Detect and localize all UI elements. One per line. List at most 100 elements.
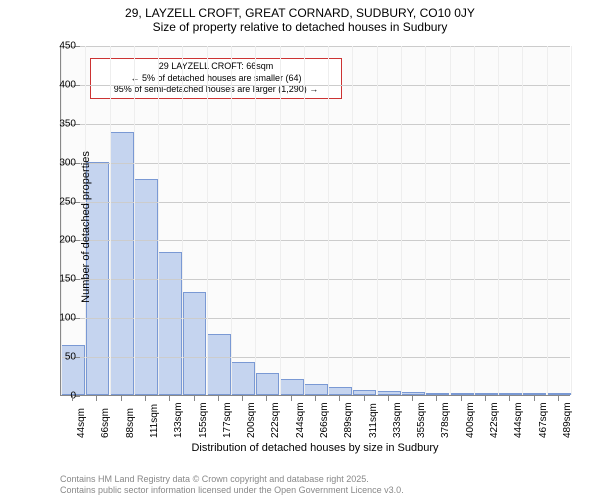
x-tick-label: 111sqm xyxy=(149,404,160,438)
grid-line-v xyxy=(522,46,523,395)
grid-line xyxy=(61,85,570,86)
grid-line xyxy=(61,46,570,47)
grid-line-v xyxy=(498,46,499,395)
x-tick-mark xyxy=(96,396,97,401)
x-tick-mark xyxy=(194,396,195,401)
grid-line xyxy=(61,357,570,358)
y-tick-label: 400 xyxy=(59,79,76,90)
x-tick-label: 133sqm xyxy=(173,402,184,438)
grid-line-v xyxy=(352,46,353,395)
x-tick-label: 44sqm xyxy=(76,408,87,438)
y-tick-label: 450 xyxy=(59,41,76,52)
grid-line-v xyxy=(182,46,183,395)
y-tick-label: 300 xyxy=(59,157,76,168)
grid-line-v xyxy=(328,46,329,395)
x-tick-mark xyxy=(242,396,243,401)
x-tick-mark xyxy=(169,396,170,401)
bar xyxy=(498,393,522,395)
x-tick-mark xyxy=(461,396,462,401)
bar xyxy=(353,390,377,395)
x-tick-label: 155sqm xyxy=(198,402,209,438)
x-tick-mark xyxy=(388,396,389,401)
y-tick-label: 200 xyxy=(59,235,76,246)
x-tick-mark xyxy=(364,396,365,401)
bar xyxy=(523,393,547,395)
grid-line xyxy=(61,163,570,164)
grid-line xyxy=(61,202,570,203)
footer: Contains HM Land Registry data © Crown c… xyxy=(60,474,404,496)
grid-line-v xyxy=(571,46,572,395)
y-tick-label: 150 xyxy=(59,274,76,285)
grid-line-v xyxy=(158,46,159,395)
x-tick-label: 177sqm xyxy=(222,402,233,438)
grid-line-v xyxy=(547,46,548,395)
plot-area: 29 LAYZELL CROFT: 66sqm ← 5% of detached… xyxy=(60,46,570,396)
bar xyxy=(134,179,158,395)
x-tick-mark xyxy=(339,396,340,401)
x-tick-label: 66sqm xyxy=(100,408,111,438)
annotation-line-3: 95% of semi-detached houses are larger (… xyxy=(97,84,335,96)
x-tick-mark xyxy=(266,396,267,401)
x-tick-mark xyxy=(218,396,219,401)
grid-line-v xyxy=(207,46,208,395)
x-tick-label: 200sqm xyxy=(246,402,257,438)
footer-line-1: Contains HM Land Registry data © Crown c… xyxy=(60,474,404,485)
x-tick-mark xyxy=(72,396,73,401)
grid-line xyxy=(61,240,570,241)
x-tick-label: 222sqm xyxy=(270,402,281,438)
x-tick-mark xyxy=(412,396,413,401)
x-tick-mark xyxy=(315,396,316,401)
x-tick-mark xyxy=(436,396,437,401)
bar xyxy=(280,379,304,395)
x-tick-label: 88sqm xyxy=(125,408,136,438)
x-tick-label: 289sqm xyxy=(343,402,354,438)
x-tick-label: 444sqm xyxy=(513,402,524,438)
grid-line-v xyxy=(280,46,281,395)
x-tick-label: 489sqm xyxy=(562,402,573,438)
y-tick-label: 50 xyxy=(65,352,76,363)
x-tick-mark xyxy=(558,396,559,401)
bar xyxy=(474,393,498,395)
bar xyxy=(328,387,352,395)
x-tick-label: 355sqm xyxy=(416,402,427,438)
y-axis-label: Number of detached properties xyxy=(80,151,92,303)
bar xyxy=(304,384,328,395)
grid-line-v xyxy=(61,46,62,395)
x-tick-label: 333sqm xyxy=(392,402,403,438)
bar xyxy=(256,373,280,395)
x-tick-label: 467sqm xyxy=(538,402,549,438)
x-tick-mark xyxy=(485,396,486,401)
grid-line xyxy=(61,124,570,125)
grid-line-v xyxy=(474,46,475,395)
y-tick-label: 350 xyxy=(59,118,76,129)
x-tick-label: 266sqm xyxy=(319,402,330,438)
x-tick-label: 400sqm xyxy=(465,402,476,438)
bar xyxy=(207,334,231,395)
bar xyxy=(426,393,450,395)
grid-line xyxy=(61,279,570,280)
title-line-1: 29, LAYZELL CROFT, GREAT CORNARD, SUDBUR… xyxy=(0,6,600,20)
x-tick-mark xyxy=(509,396,510,401)
bar xyxy=(450,393,474,395)
grid-line xyxy=(61,318,570,319)
x-tick-mark xyxy=(534,396,535,401)
x-axis-label: Distribution of detached houses by size … xyxy=(60,442,570,454)
grid-line-v xyxy=(255,46,256,395)
bar xyxy=(158,252,182,395)
annotation-line-1: 29 LAYZELL CROFT: 66sqm xyxy=(97,61,335,73)
y-tick-label: 100 xyxy=(59,313,76,324)
bar xyxy=(401,392,425,395)
x-tick-mark xyxy=(145,396,146,401)
footer-line-2: Contains public sector information licen… xyxy=(60,485,404,496)
grid-line-v xyxy=(231,46,232,395)
grid-line-v xyxy=(450,46,451,395)
x-tick-label: 311sqm xyxy=(368,403,379,438)
grid-line-v xyxy=(425,46,426,395)
title-line-2: Size of property relative to detached ho… xyxy=(0,20,600,34)
bar xyxy=(110,132,134,395)
chart-title-area: 29, LAYZELL CROFT, GREAT CORNARD, SUDBUR… xyxy=(0,0,600,34)
bar xyxy=(547,393,571,395)
bar xyxy=(377,391,401,395)
grid-line-v xyxy=(110,46,111,395)
bar xyxy=(183,292,207,395)
